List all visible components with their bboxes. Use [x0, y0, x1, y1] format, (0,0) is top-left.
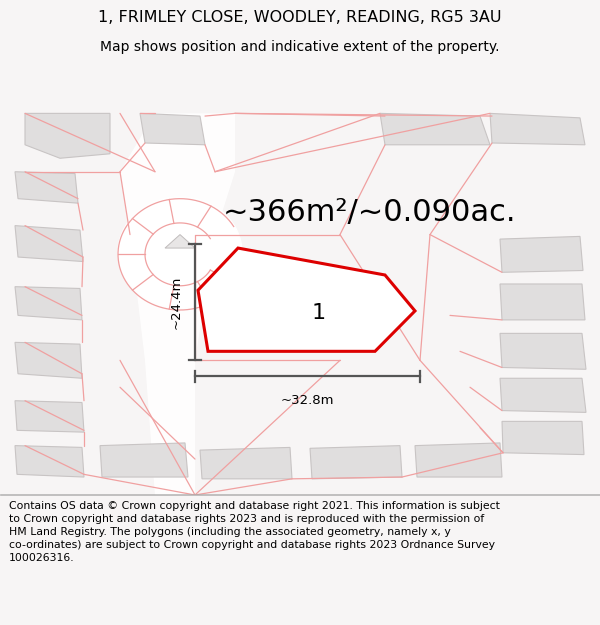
Polygon shape [198, 248, 415, 351]
Polygon shape [310, 446, 402, 479]
Polygon shape [500, 333, 586, 369]
Polygon shape [100, 443, 188, 477]
Polygon shape [15, 287, 82, 320]
Polygon shape [490, 113, 585, 145]
Polygon shape [140, 113, 205, 145]
Text: Map shows position and indicative extent of the property.: Map shows position and indicative extent… [100, 39, 500, 54]
Text: Contains OS data © Crown copyright and database right 2021. This information is : Contains OS data © Crown copyright and d… [9, 501, 500, 563]
Polygon shape [200, 448, 292, 479]
Circle shape [118, 197, 242, 308]
Polygon shape [165, 234, 195, 248]
Text: ~366m²/~0.090ac.: ~366m²/~0.090ac. [223, 198, 517, 227]
Polygon shape [255, 271, 340, 333]
Polygon shape [15, 401, 84, 432]
Polygon shape [500, 378, 586, 412]
Text: ~32.8m: ~32.8m [281, 394, 334, 408]
Polygon shape [25, 113, 110, 158]
Polygon shape [380, 113, 490, 145]
Polygon shape [15, 172, 78, 203]
Text: 1: 1 [311, 304, 325, 324]
Polygon shape [415, 443, 502, 477]
Text: 1, FRIMLEY CLOSE, WOODLEY, READING, RG5 3AU: 1, FRIMLEY CLOSE, WOODLEY, READING, RG5 … [98, 10, 502, 25]
Polygon shape [502, 421, 584, 454]
Text: ~24.4m: ~24.4m [170, 275, 183, 329]
Polygon shape [500, 284, 585, 320]
Polygon shape [500, 236, 583, 272]
Polygon shape [15, 446, 84, 477]
Polygon shape [120, 113, 235, 495]
Polygon shape [15, 226, 83, 261]
Polygon shape [15, 342, 82, 378]
